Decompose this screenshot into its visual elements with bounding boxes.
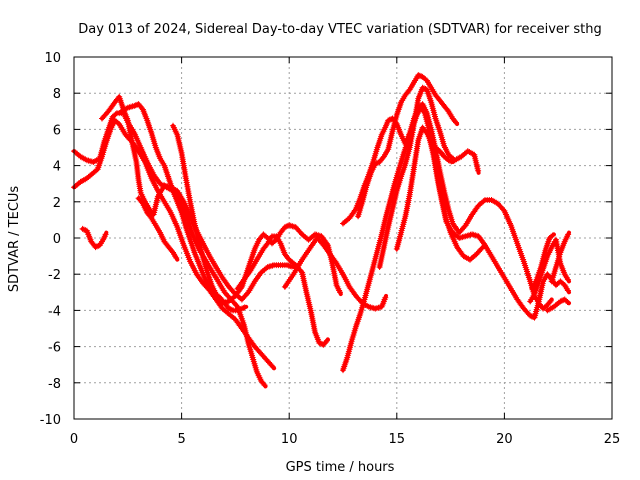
series-track-18 (548, 230, 572, 285)
series-plus-markers (544, 296, 571, 314)
y-tick-label: -8 (48, 377, 61, 392)
series-plus-markers (281, 235, 389, 312)
series-plus-markers (376, 84, 482, 270)
data-marks (71, 72, 572, 389)
x-tick-label: 5 (177, 432, 185, 447)
series-track-9 (281, 235, 389, 312)
y-tick-label: 10 (44, 51, 61, 66)
series-plus-markers (118, 101, 343, 307)
x-tick-label: 10 (281, 432, 298, 447)
axis-ticks: 0 5 10 15 20 25 -10 -8 -6 -4 -2 0 2 4 6 8 10 (40, 51, 621, 447)
series-track-13 (376, 84, 482, 270)
series-track-7 (170, 122, 249, 314)
series-track-17 (529, 232, 556, 292)
y-tick-label: -4 (48, 304, 61, 319)
series-plus-markers (529, 232, 556, 292)
y-tick-label: 2 (53, 196, 61, 211)
x-tick-label: 0 (70, 432, 78, 447)
series-plus-markers (79, 225, 109, 251)
x-tick-label: 25 (604, 432, 621, 447)
series-plus-markers (234, 233, 330, 348)
y-axis-label: SDTVAR / TECUs (7, 186, 22, 293)
series-track-3 (79, 225, 109, 251)
series-plus-markers (426, 133, 571, 321)
y-tick-label: -10 (40, 413, 61, 428)
series-track-11 (340, 101, 554, 312)
y-tick-label: 4 (53, 160, 61, 175)
series-track-19 (544, 296, 571, 314)
x-tick-label: 20 (496, 432, 513, 447)
y-tick-label: -6 (48, 341, 61, 356)
series-track-15 (426, 133, 571, 321)
y-tick-label: 6 (53, 123, 61, 138)
x-axis-label: GPS time / hours (286, 460, 395, 475)
x-tick-label: 15 (389, 432, 406, 447)
series-track-5 (118, 101, 343, 307)
series-plus-markers (548, 231, 572, 285)
series-plus-markers (355, 72, 459, 220)
series-track-8 (234, 233, 330, 348)
series-plus-markers (170, 122, 248, 314)
series-track-12 (355, 72, 460, 220)
series-track-6 (135, 195, 180, 262)
y-tick-label: -2 (48, 268, 61, 283)
y-tick-label: 8 (53, 87, 61, 102)
series-plus-markers (135, 195, 180, 261)
chart-title: Day 013 of 2024, Sidereal Day-to-day VTE… (78, 22, 602, 37)
y-tick-label: 0 (53, 232, 61, 247)
